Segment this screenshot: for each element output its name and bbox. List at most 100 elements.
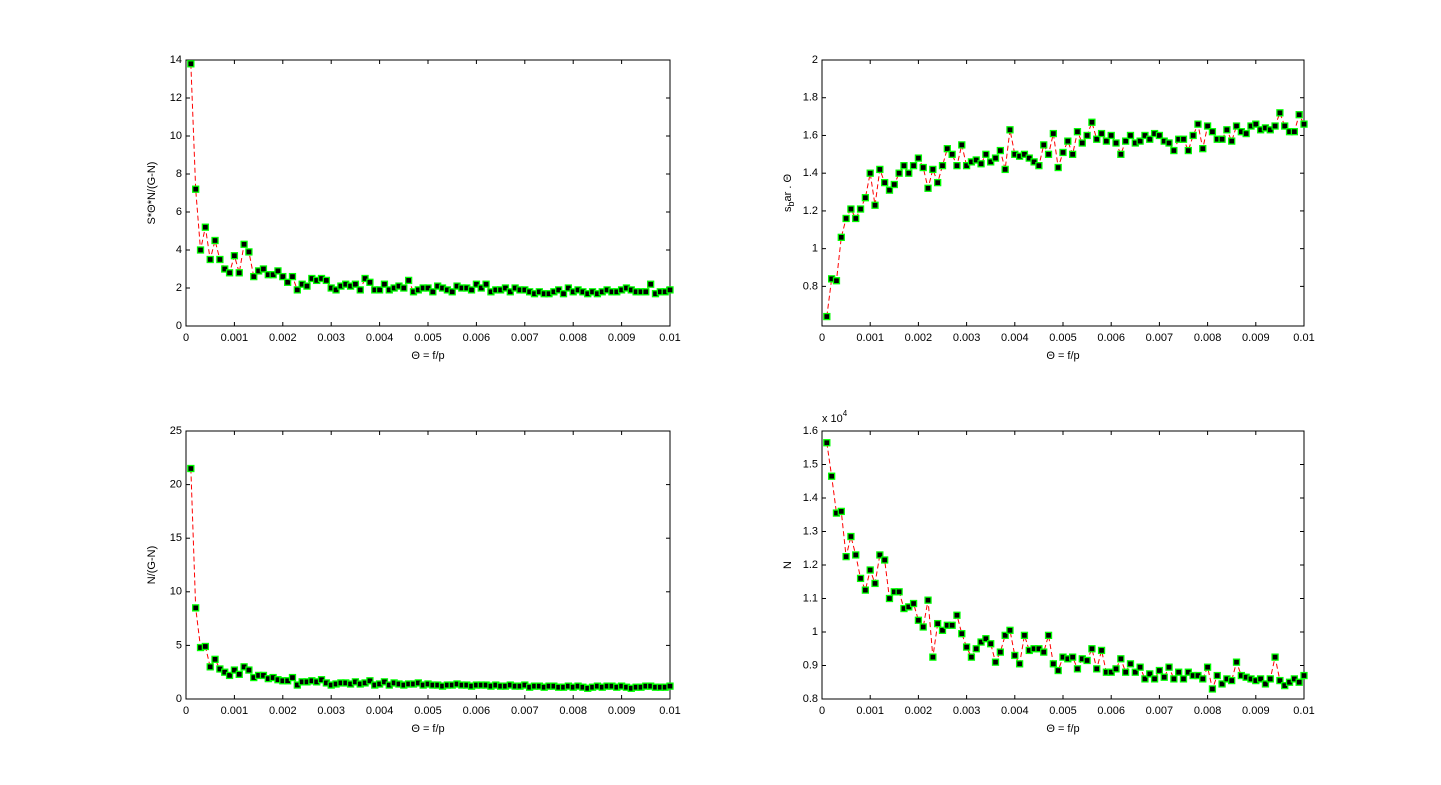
marker (322, 276, 331, 285)
marker (1170, 675, 1178, 683)
marker (351, 280, 360, 288)
marker (501, 284, 510, 292)
marker (1146, 135, 1154, 143)
marker (666, 682, 674, 690)
axes-box (185, 59, 671, 327)
x-tick-label: 0.008 (1194, 332, 1222, 344)
marker (216, 255, 224, 264)
marker (303, 282, 311, 290)
y-tick-label: 4 (176, 244, 182, 256)
marker (187, 464, 195, 473)
x-tick-label: 0.001 (221, 705, 249, 717)
marker (1155, 131, 1164, 140)
marker (823, 312, 831, 321)
marker (938, 626, 947, 634)
marker (890, 180, 898, 189)
subplot: 0 0.001 0.002 0.003 0.004 0.005 0.006 0.007 0.00… (146, 425, 681, 735)
marker (1040, 141, 1048, 149)
marker (1126, 660, 1135, 668)
marker (1271, 653, 1279, 661)
x-tick-label: 0.006 (1097, 332, 1125, 344)
marker (1049, 660, 1058, 668)
marker (250, 272, 258, 281)
marker (1189, 131, 1197, 140)
axes-box (185, 430, 671, 700)
marker (1228, 137, 1236, 145)
marker (948, 621, 956, 629)
x-tick-label: 0.001 (856, 705, 884, 717)
marker (221, 265, 229, 273)
marker (666, 286, 674, 294)
x-tick-label: 0 (819, 705, 825, 717)
marker (332, 286, 340, 294)
marker (1117, 655, 1125, 663)
marker (1020, 631, 1029, 639)
marker (842, 214, 850, 223)
y-tick-label: 2 (812, 54, 818, 66)
y-axis-label: N/(G-N) (146, 546, 158, 585)
x-tick-label: 0.006 (463, 332, 491, 344)
y-tick-label: 25 (170, 425, 182, 437)
marker (1102, 137, 1111, 145)
marker (1155, 666, 1164, 675)
marker (1208, 685, 1217, 693)
marker (881, 556, 889, 564)
marker (1218, 680, 1226, 688)
data-line (826, 111, 1305, 317)
marker (881, 178, 889, 187)
marker (1093, 665, 1101, 673)
marker (837, 233, 845, 241)
x-tick-label: 0.009 (1242, 705, 1270, 717)
marker (895, 588, 903, 596)
x-tick-label: 0.004 (366, 705, 394, 717)
x-axis-label: Θ = f/p (411, 350, 444, 362)
y-tick-label: 10 (170, 586, 182, 598)
x-tick-label: 0.004 (1001, 332, 1029, 344)
marker (861, 586, 870, 594)
marker (914, 154, 923, 162)
marker (1179, 675, 1188, 683)
marker (245, 666, 253, 674)
marker (837, 507, 845, 516)
marker (1035, 161, 1043, 170)
x-tick-label: 0.009 (608, 705, 636, 717)
subplot: 0 0.001 0.002 0.003 0.004 0.005 0.006 0.007 0.00… (782, 54, 1315, 362)
marker (206, 663, 214, 671)
marker (1165, 139, 1173, 147)
x-tick-label: 0.007 (511, 705, 539, 717)
x-tick-label: 0 (819, 332, 825, 344)
marker (1218, 135, 1226, 143)
marker (948, 150, 956, 158)
marker (1112, 139, 1120, 147)
marker (240, 240, 248, 248)
marker (506, 288, 514, 296)
marker (269, 271, 277, 279)
marker (424, 284, 432, 292)
x-tick-label: 0.005 (1049, 705, 1077, 717)
marker (1117, 150, 1125, 158)
marker (559, 290, 568, 298)
x-tick-label: 0.007 (511, 332, 539, 344)
marker (982, 150, 990, 158)
marker (235, 670, 243, 678)
x-tick-label: 0.003 (317, 705, 345, 717)
marker (967, 653, 976, 661)
x-tick-label: 0.007 (1146, 332, 1174, 344)
marker (972, 156, 980, 164)
y-tick-label: 0 (176, 693, 182, 705)
marker (1126, 131, 1135, 140)
marker (1266, 675, 1274, 683)
marker (987, 640, 995, 648)
marker (1199, 675, 1207, 683)
marker (1146, 670, 1154, 678)
marker (943, 145, 951, 153)
marker (1256, 675, 1265, 683)
marker (1093, 135, 1101, 143)
y-tick-label: 1.2 (803, 559, 818, 571)
marker (1276, 109, 1284, 117)
marker (1266, 126, 1274, 134)
marker (953, 161, 961, 170)
y-multiplier: x 104 (822, 409, 848, 425)
marker (866, 169, 874, 177)
